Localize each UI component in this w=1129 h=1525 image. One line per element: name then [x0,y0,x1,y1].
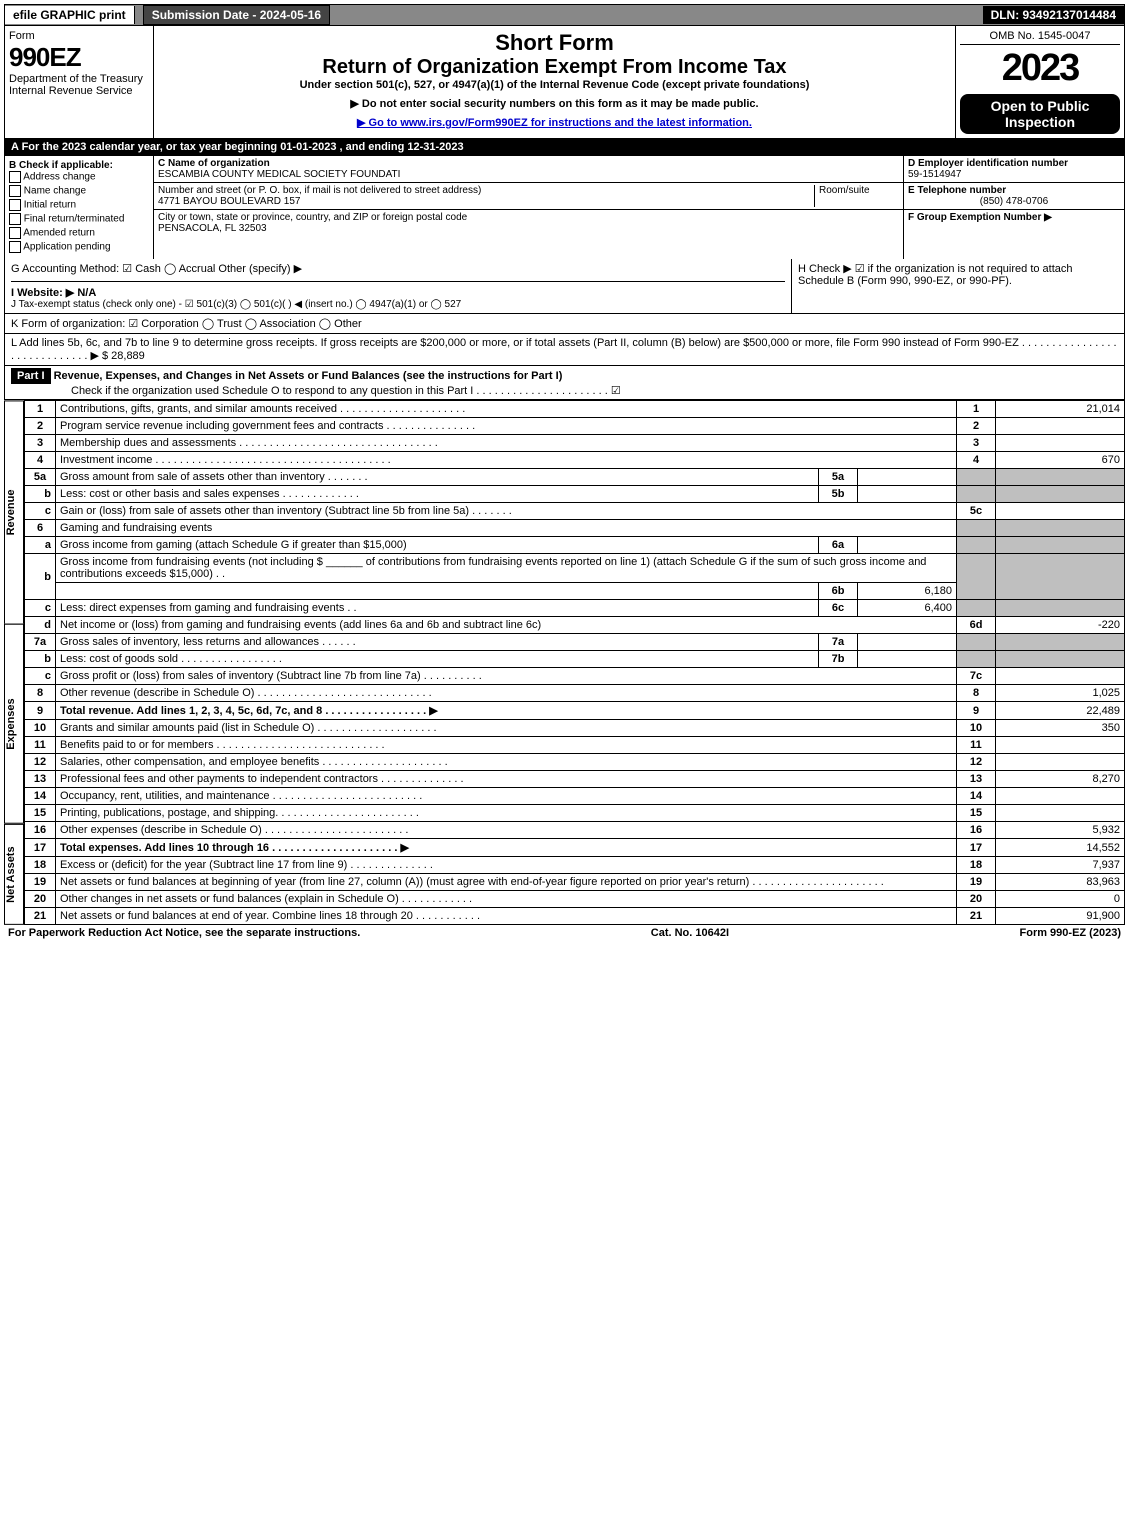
open-public: Open to Public Inspection [960,94,1120,134]
b-opt-amended: Amended return [9,227,149,239]
f-label: F Group Exemption Number ▶ [908,212,1120,223]
omb-no: OMB No. 1545-0047 [960,30,1120,45]
short-form-title: Short Form [158,30,951,56]
part1-subtitle: Check if the organization used Schedule … [11,385,621,397]
header-center: Short Form Return of Organization Exempt… [154,26,956,138]
c-name: ESCAMBIA COUNTY MEDICAL SOCIETY FOUNDATI [158,169,899,180]
go-to: ▶ Go to www.irs.gov/Form990EZ for instru… [158,116,951,129]
b-opt-pending: Application pending [9,241,149,253]
section-bcdef: B Check if applicable: Address change Na… [4,156,1125,259]
lines-container: Revenue Expenses Net Assets 1Contributio… [4,400,1125,925]
footer-left: For Paperwork Reduction Act Notice, see … [8,927,360,939]
form-number: 990EZ [9,42,149,73]
submission-date: Submission Date - 2024-05-16 [143,5,330,25]
e-value: (850) 478-0706 [908,196,1120,207]
irs-label: Internal Revenue Service [9,85,149,97]
col-b: B Check if applicable: Address change Na… [5,156,154,259]
d-label: D Employer identification number [908,158,1120,169]
e-label: E Telephone number [908,185,1120,196]
row-k: K Form of organization: ☑ Corporation ◯ … [4,314,1125,334]
row-i: I Website: ▶ N/A [11,286,785,299]
go-to-link[interactable]: ▶ Go to www.irs.gov/Form990EZ for instru… [357,117,752,129]
room-label: Room/suite [814,185,899,207]
row-l: L Add lines 5b, 6c, and 7b to line 9 to … [4,334,1125,366]
side-expenses: Expenses [4,624,24,824]
addr: 4771 BAYOU BOULEVARD 157 [158,196,814,207]
footer-right: Form 990-EZ (2023) [1020,927,1121,939]
row-g: G Accounting Method: ☑ Cash ◯ Accrual Ot… [11,262,785,282]
b-title: B Check if applicable: [9,160,149,171]
dln: DLN: 93492137014484 [983,6,1124,24]
side-revenue: Revenue [4,400,24,624]
footer-mid: Cat. No. 10642I [651,927,729,939]
top-bar: efile GRAPHIC print Submission Date - 20… [4,4,1125,26]
d-value: 59-1514947 [908,169,1120,180]
return-title: Return of Organization Exempt From Incom… [158,56,951,79]
lines-table: 1Contributions, gifts, grants, and simil… [24,400,1125,925]
city: PENSACOLA, FL 32503 [158,223,899,234]
row-h: H Check ▶ ☑ if the organization is not r… [792,259,1124,313]
city-label: City or town, state or province, country… [158,212,899,223]
form-word: Form [9,30,149,42]
b-opt-initial: Initial return [9,199,149,211]
under-section: Under section 501(c), 527, or 4947(a)(1)… [158,79,951,91]
tax-year: 2023 [960,47,1120,90]
b-opt-name: Name change [9,185,149,197]
header-left: Form 990EZ Department of the Treasury In… [5,26,154,138]
col-c: C Name of organization ESCAMBIA COUNTY M… [154,156,903,259]
efile-label[interactable]: efile GRAPHIC print [5,6,135,24]
form-header: Form 990EZ Department of the Treasury In… [4,26,1125,139]
dept-treasury: Department of the Treasury [9,73,149,85]
side-netassets: Net Assets [4,824,24,925]
part1-label: Part I [11,368,51,384]
header-right: OMB No. 1545-0047 2023 Open to Public In… [956,26,1124,138]
b-opt-final: Final return/terminated [9,213,149,225]
part1-header: Part I Revenue, Expenses, and Changes in… [4,366,1125,400]
b-opt-address: Address change [9,171,149,183]
c-label: C Name of organization [158,158,899,169]
footer: For Paperwork Reduction Act Notice, see … [4,925,1125,941]
row-j: J Tax-exempt status (check only one) - ☑… [11,299,785,310]
col-def: D Employer identification number 59-1514… [903,156,1124,259]
addr-label: Number and street (or P. O. box, if mail… [158,185,814,196]
row-gh: G Accounting Method: ☑ Cash ◯ Accrual Ot… [4,259,1125,314]
part1-title: Revenue, Expenses, and Changes in Net As… [54,370,563,382]
row-a: A For the 2023 calendar year, or tax yea… [4,139,1125,156]
do-not-enter: ▶ Do not enter social security numbers o… [158,97,951,110]
